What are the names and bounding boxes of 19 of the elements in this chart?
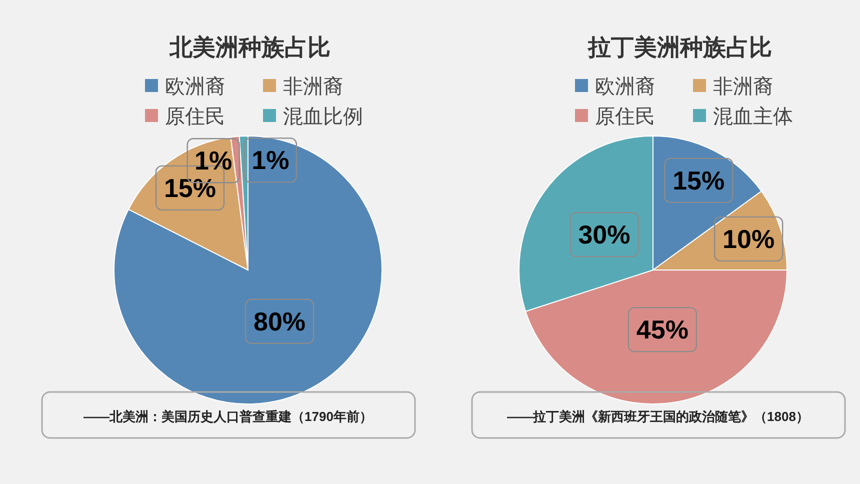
chart-title: 拉丁美洲种族占比 <box>587 34 772 60</box>
legend-label: 混血比例 <box>283 106 363 128</box>
data-label: 10% <box>722 224 775 254</box>
text: ——拉丁美洲《新西班牙王国的政治随笔》（1808） <box>507 409 809 424</box>
pie-slice <box>114 136 382 404</box>
data-label: 45% <box>636 314 688 345</box>
legend-label: 非洲裔 <box>713 76 773 98</box>
chart-title: 北美洲种族占比 <box>168 34 330 60</box>
data-label: 15% <box>672 165 725 196</box>
legend-label: 欧洲裔 <box>595 76 655 98</box>
data-label: 30% <box>578 220 630 250</box>
legend-label: 混血主体 <box>713 105 793 128</box>
legend-label: 非洲裔 <box>283 76 343 98</box>
legend-label: 原住民 <box>595 106 655 128</box>
legend-label: 原住民 <box>165 106 225 128</box>
data-label: 80% <box>254 306 306 336</box>
text: ——北美洲：美国历史人口普查重建（1790年前） <box>84 409 372 424</box>
data-label: 1% <box>252 145 290 176</box>
legend-label: 欧洲裔 <box>165 76 225 98</box>
